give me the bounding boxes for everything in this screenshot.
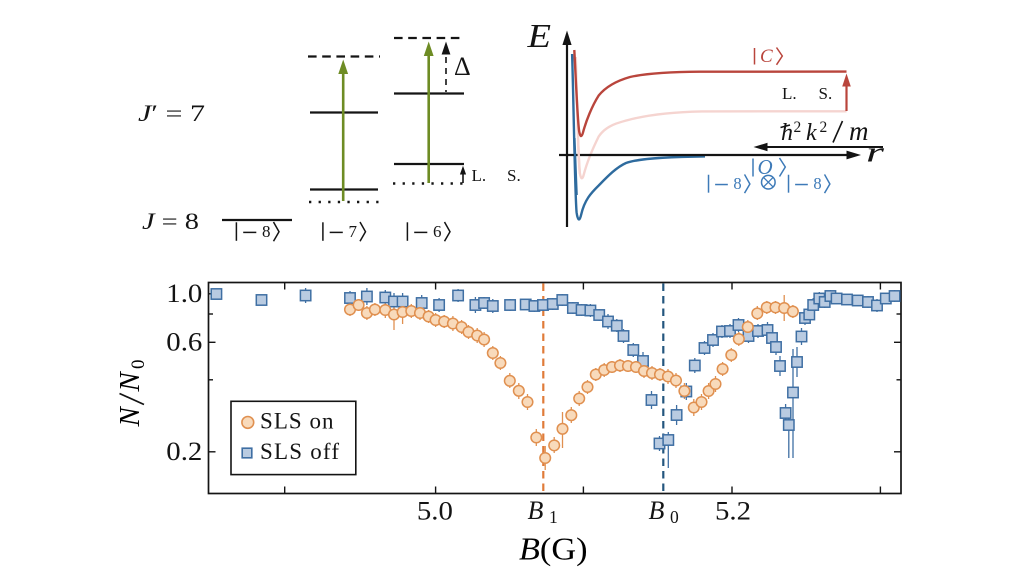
svg-text:7: 7	[349, 222, 358, 241]
svg-text:0: 0	[128, 360, 149, 370]
svg-text:r: r	[866, 138, 884, 169]
svg-text:2: 2	[794, 119, 802, 136]
svg-text:B(G): B(G)	[519, 531, 588, 567]
svg-text:5.0: 5.0	[417, 497, 453, 526]
svg-text:L.: L.	[782, 84, 797, 103]
svg-text:8: 8	[813, 174, 821, 193]
svg-text:2: 2	[820, 119, 828, 136]
svg-text:5.2: 5.2	[715, 497, 751, 526]
svg-text:m: m	[849, 116, 869, 146]
svg-text:S.: S.	[819, 84, 833, 103]
svg-text:1.0: 1.0	[166, 279, 202, 308]
svg-text:8: 8	[262, 222, 271, 241]
svg-text:O: O	[758, 155, 773, 179]
svg-text:B: B	[649, 496, 665, 525]
svg-text:SLS on: SLS on	[260, 409, 334, 434]
svg-text:E: E	[526, 18, 551, 55]
svg-text:0.2: 0.2	[166, 437, 202, 466]
svg-text:k: k	[806, 120, 817, 146]
svg-text:h: h	[781, 120, 793, 146]
svg-text:S.: S.	[507, 166, 521, 185]
svg-text:N: N	[114, 406, 146, 428]
svg-text:6: 6	[433, 222, 442, 241]
svg-text:C: C	[760, 46, 773, 67]
svg-text:N: N	[114, 371, 146, 393]
svg-text:0: 0	[670, 507, 679, 527]
svg-text:8: 8	[733, 174, 741, 193]
svg-text:SLS off: SLS off	[260, 439, 339, 464]
svg-text:0.6: 0.6	[166, 328, 202, 357]
svg-text:L.: L.	[472, 166, 487, 185]
svg-text:J = 8: J = 8	[142, 209, 199, 234]
svg-text:Δ: Δ	[454, 52, 471, 81]
svg-text:1: 1	[549, 507, 558, 527]
svg-text:J′ = 7: J ′ = 7	[138, 101, 205, 126]
svg-text:B: B	[528, 496, 544, 525]
